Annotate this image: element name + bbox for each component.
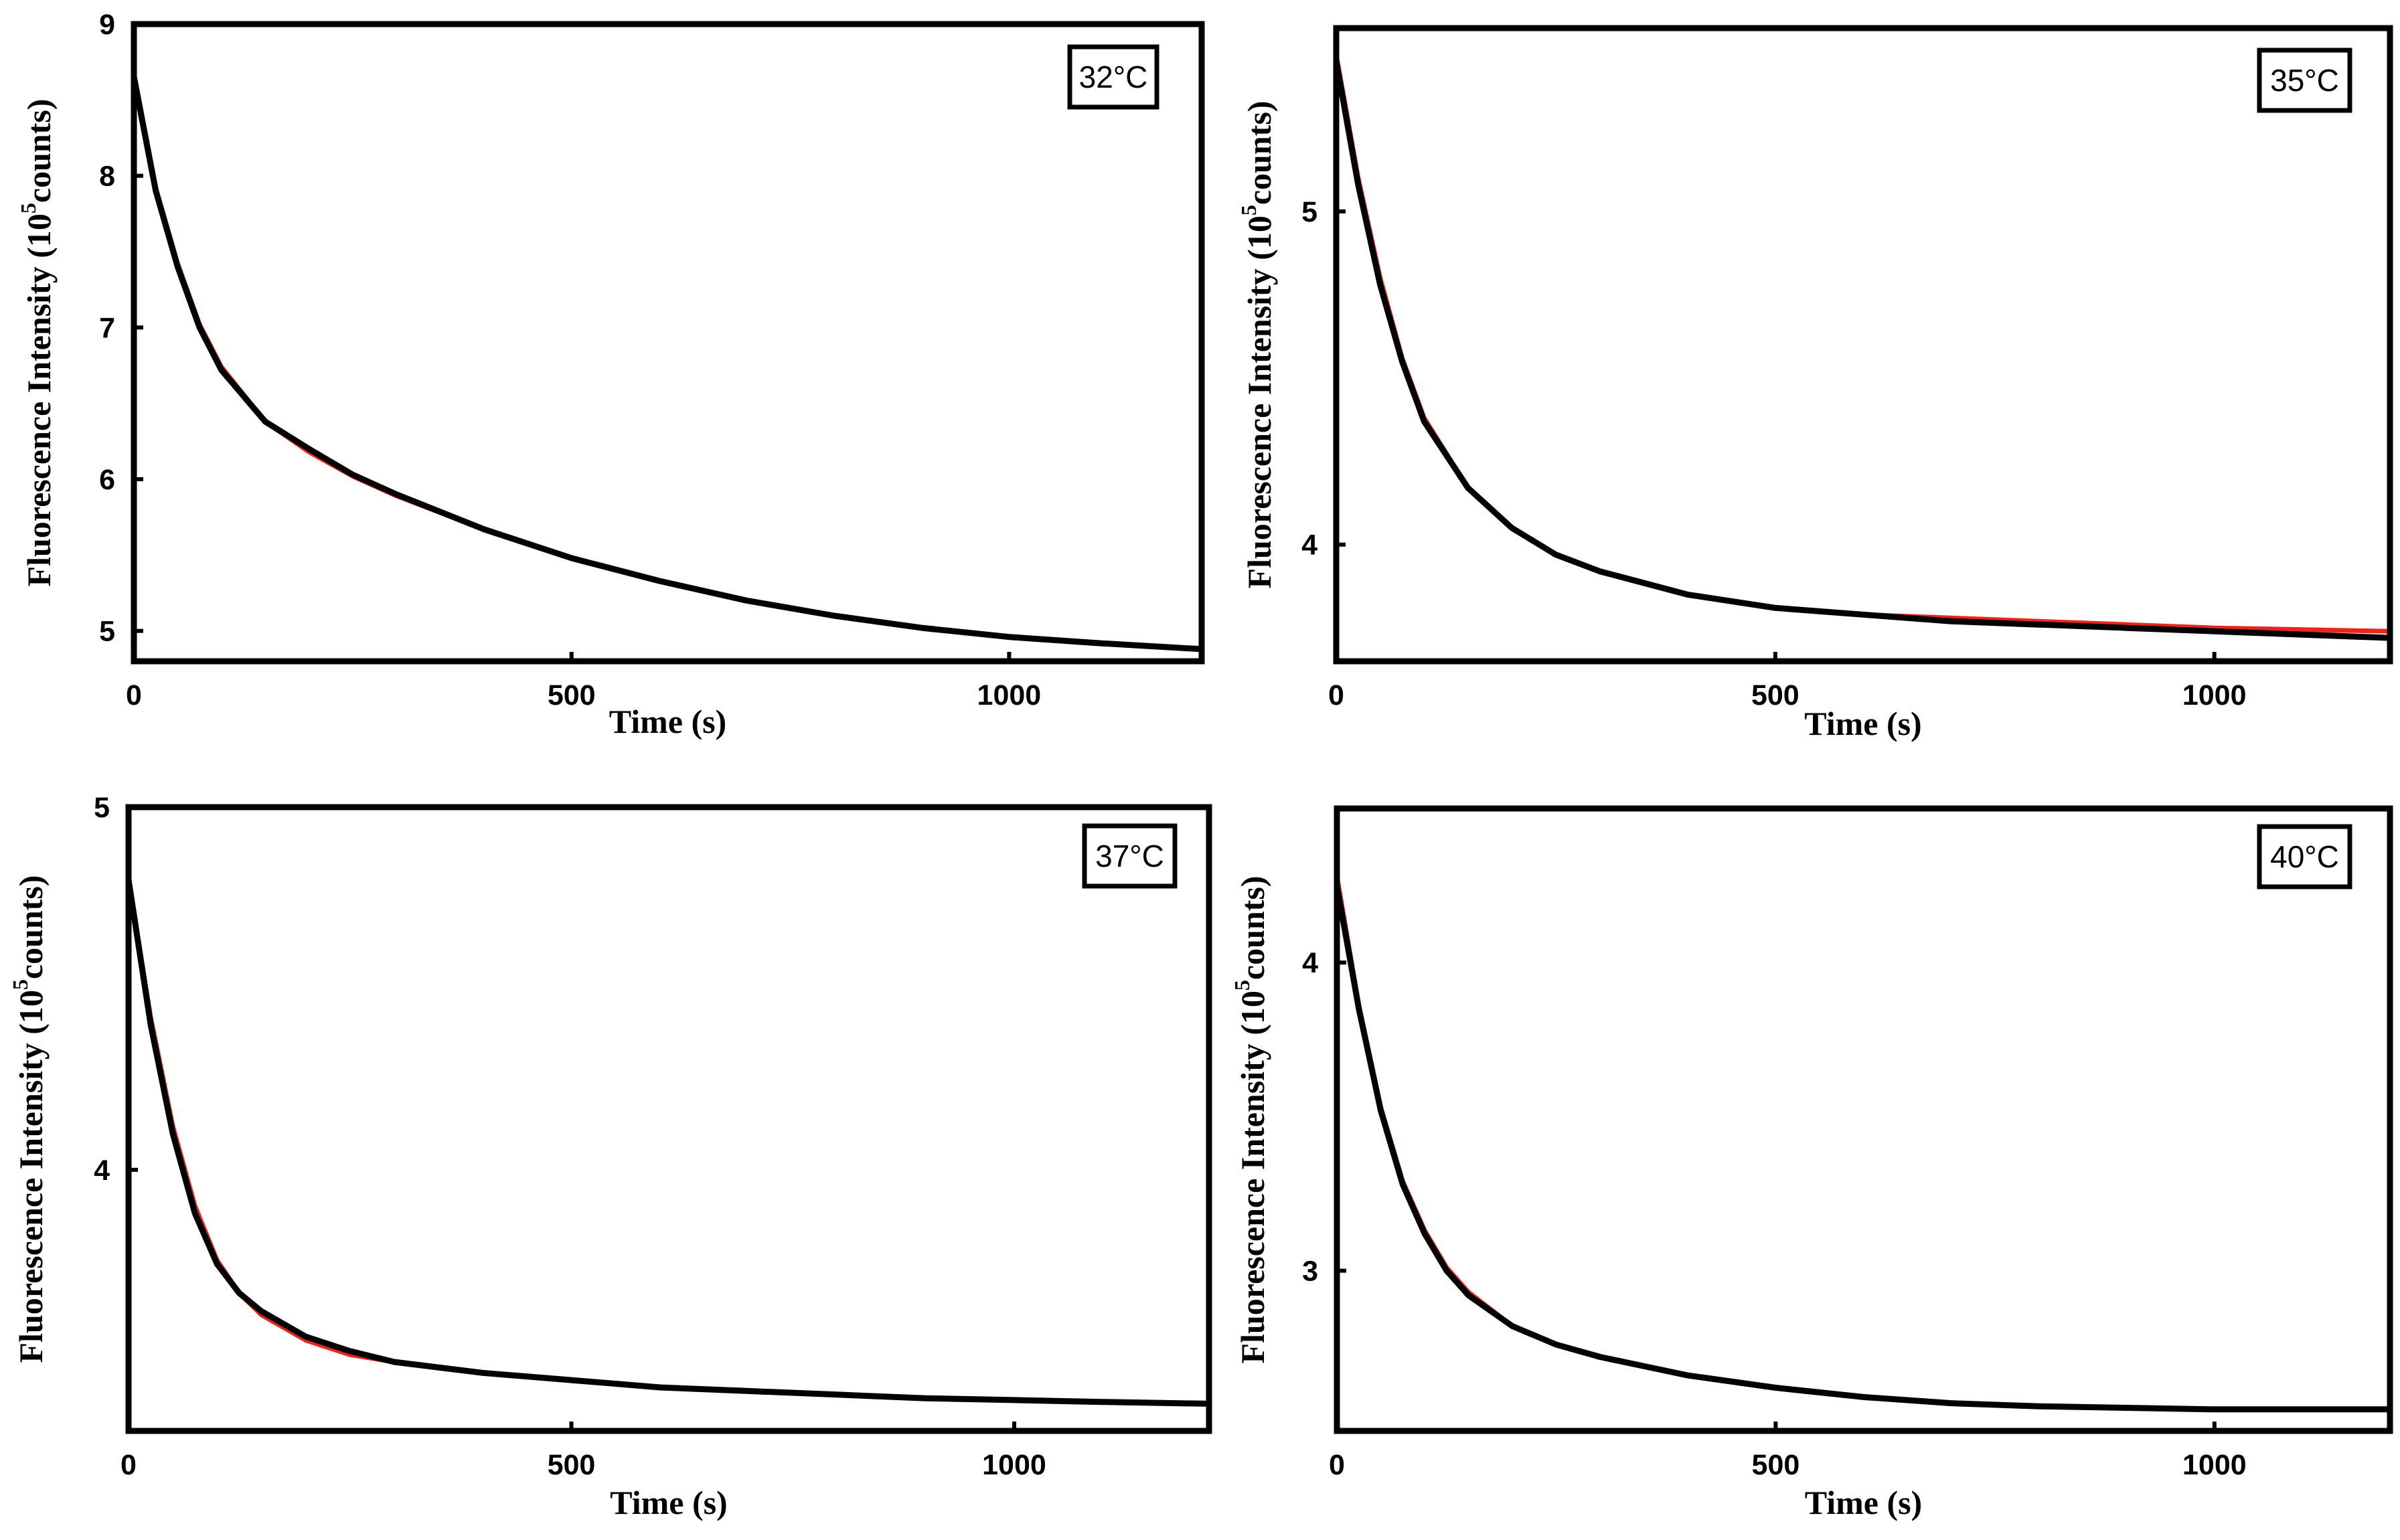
y-axis-title-unit: counts) — [12, 875, 50, 980]
temperature-label-box — [1067, 44, 1159, 110]
y-axis-title-main: Fluorescence Intensity (10 — [20, 213, 58, 586]
x-tick-label: 1000 — [2182, 679, 2247, 711]
chart-panel-3: 0 500 1000 4 5 Time (s) Fluorescence Intensity… — [8, 792, 1212, 1521]
chart-panel-2: 0 500 1000 4 5 Time (s) Fluorescence Intensity… — [1236, 25, 2393, 742]
series-fit-line — [131, 70, 1204, 652]
y-axis-title-unit: counts) — [1234, 876, 1271, 980]
y-axis-title-exponent: 5 — [16, 203, 40, 213]
chart-panel-4: 0 500 1000 3 4 Time (s) Fluorescence Intensity… — [1230, 805, 2393, 1521]
y-axis-title-exponent: 5 — [1230, 980, 1254, 991]
temperature-label: 37°C — [1095, 839, 1164, 873]
x-tick-label: 1000 — [2182, 1449, 2247, 1481]
axis-frame — [1333, 25, 2393, 665]
axis-frame — [131, 21, 1205, 665]
series-fit-line — [1334, 52, 2393, 634]
temperature-label: 40°C — [2270, 839, 2339, 874]
temperature-label: 32°C — [1079, 60, 1148, 94]
axis-frame — [125, 804, 1212, 1434]
x-tick-label: 0 — [1328, 679, 1344, 711]
series-fit-line — [1334, 873, 2393, 1412]
axis-frame — [1334, 805, 2393, 1434]
y-tick-label: 8 — [99, 161, 115, 193]
y-tick-label: 5 — [94, 792, 110, 824]
y-tick-label: 4 — [1301, 529, 1317, 562]
x-tick-label: 1000 — [977, 679, 1042, 711]
x-tick-label: 0 — [121, 1449, 137, 1481]
y-tick-label: 5 — [99, 616, 115, 648]
x-tick-label: 500 — [548, 679, 596, 711]
x-axis-title: Time (s) — [1805, 1484, 1922, 1521]
y-axis-title-main: Fluorescence Intensity (10 — [1241, 216, 1278, 588]
y-tick-label: 3 — [1302, 1256, 1318, 1288]
y-tick-label: 4 — [1302, 947, 1318, 979]
x-axis-title: Time (s) — [610, 1484, 727, 1521]
y-axis-title-main: Fluorescence Intensity (10 — [12, 990, 50, 1363]
x-tick-label: 500 — [1752, 1449, 1800, 1481]
y-axis-title: Fluorescence Intensity (105counts) — [16, 99, 58, 587]
y-tick-label: 5 — [1301, 196, 1317, 228]
y-axis-title: Fluorescence Intensity (105counts) — [1236, 101, 1278, 589]
series-data-line — [1333, 58, 2393, 641]
series-data-line — [125, 876, 1212, 1407]
x-tick-label: 500 — [548, 1449, 596, 1481]
y-axis-title: Fluorescence Intensity (105counts) — [8, 875, 50, 1363]
temperature-label-box — [2257, 48, 2352, 113]
series-data-line — [1334, 882, 2393, 1413]
y-axis-title-unit: counts) — [1241, 101, 1278, 205]
x-axis-title: Time (s) — [1804, 705, 1921, 742]
x-tick-label: 1000 — [982, 1449, 1046, 1481]
temperature-label-box — [2257, 824, 2352, 889]
y-axis-title-unit: counts) — [20, 99, 58, 203]
series-data-line — [131, 74, 1205, 653]
y-axis-title-main: Fluorescence Intensity (10 — [1234, 991, 1271, 1363]
x-tick-label: 500 — [1751, 679, 1799, 711]
y-axis-title: Fluorescence Intensity (105counts) — [1230, 876, 1271, 1364]
y-tick-label: 9 — [99, 9, 115, 41]
x-axis-title: Time (s) — [609, 703, 726, 740]
x-tick-label: 0 — [1329, 1449, 1345, 1481]
chart-panel-1: 0 500 1000 5 6 7 8 9 Time (s) Fluorescence Intens… — [16, 9, 1205, 740]
y-tick-label: 7 — [99, 312, 115, 344]
y-axis-title-exponent: 5 — [8, 979, 32, 990]
x-tick-label: 0 — [126, 679, 142, 711]
y-tick-label: 4 — [94, 1154, 110, 1187]
y-axis-title-exponent: 5 — [1236, 205, 1261, 216]
temperature-label: 35°C — [2270, 63, 2339, 98]
temperature-label-box — [1082, 823, 1178, 889]
y-tick-label: 6 — [99, 464, 115, 496]
